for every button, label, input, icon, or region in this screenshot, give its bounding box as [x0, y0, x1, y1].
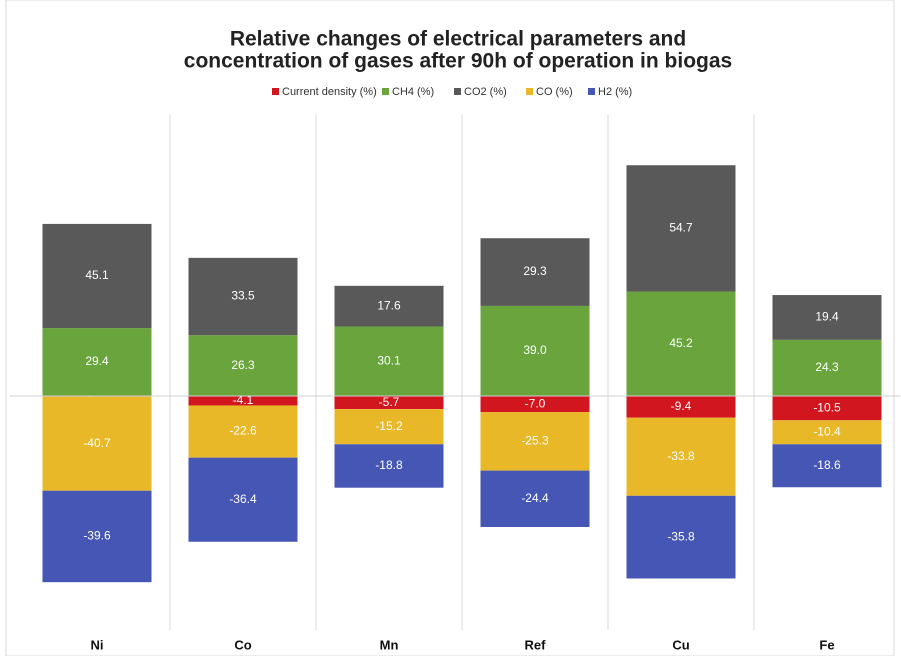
data-label: -25.3	[521, 434, 549, 448]
chart-title: Relative changes of electrical parameter…	[230, 28, 686, 51]
chart-frame	[5, 0, 895, 656]
bar-segment	[772, 396, 882, 421]
data-label: 30.1	[377, 353, 401, 367]
data-label: -36.4	[229, 492, 257, 506]
bar-segment	[188, 457, 298, 542]
bar-segment	[626, 495, 736, 579]
data-label: -10.5	[813, 400, 841, 414]
bar-segment	[188, 335, 298, 396]
bar-segment	[480, 470, 590, 527]
bar-segment	[334, 326, 444, 396]
legend-label: CO2 (%)	[464, 86, 507, 98]
x-tick-label: Co	[234, 637, 251, 652]
bar-segment	[188, 257, 298, 336]
data-label: -15.2	[375, 419, 403, 433]
legend-label: Current density (%)	[282, 86, 377, 98]
data-label: -40.7	[83, 436, 111, 450]
data-label: 26.3	[231, 358, 255, 372]
legend-label: CO (%)	[536, 86, 573, 98]
legend-swatch	[272, 88, 279, 95]
data-label: -24.4	[521, 491, 549, 505]
data-label: 29.4	[85, 354, 109, 368]
data-label: -9.4	[671, 399, 692, 413]
bar-segment	[42, 223, 152, 329]
legend-swatch	[382, 88, 389, 95]
x-tick-label: Mn	[380, 637, 399, 652]
data-label: -7.0	[525, 396, 546, 410]
bar-segment	[626, 291, 736, 396]
data-label: 39.0	[523, 343, 547, 357]
data-label: -18.6	[813, 458, 841, 472]
bar-segment	[626, 396, 736, 418]
x-tick-label: Cu	[672, 637, 689, 652]
bar-segment	[480, 238, 590, 306]
legend-label: H2 (%)	[598, 86, 632, 98]
bar-segment	[42, 490, 152, 583]
data-label: 45.1	[85, 268, 109, 282]
x-tick-label: Ref	[525, 637, 547, 652]
data-label: 45.2	[669, 336, 693, 350]
legend-swatch	[588, 88, 595, 95]
bar-segment	[626, 165, 736, 292]
legend-swatch	[454, 88, 461, 95]
bar-segment	[334, 285, 444, 327]
bar-segment	[480, 396, 590, 413]
bar-segment	[772, 339, 882, 396]
data-label: -22.6	[229, 424, 257, 438]
data-label: -5.7	[379, 395, 400, 409]
data-label: 33.5	[231, 289, 255, 303]
bar-segment	[188, 396, 298, 406]
bar-segment	[772, 420, 882, 445]
x-tick-label: Fe	[819, 637, 834, 652]
data-label: 19.4	[815, 310, 839, 324]
bar-segment	[334, 396, 444, 410]
data-label: -35.8	[667, 529, 695, 543]
data-label: -10.4	[813, 424, 841, 438]
bar-segment	[334, 409, 444, 445]
chart-title: concentration of gases after 90h of oper…	[184, 50, 732, 73]
data-label: 17.6	[377, 298, 401, 312]
data-label: 54.7	[669, 221, 693, 235]
legend-swatch	[526, 88, 533, 95]
data-label: -18.8	[375, 458, 403, 472]
bar-segment	[626, 417, 736, 496]
bar-segment	[772, 444, 882, 488]
bar-segment	[42, 396, 152, 491]
legend-label: CH4 (%)	[392, 86, 434, 98]
bar-segment	[334, 444, 444, 488]
bar-segment	[480, 305, 590, 396]
data-label: 29.3	[523, 264, 547, 278]
bar-segment	[772, 295, 882, 340]
bar-segment	[42, 328, 152, 396]
bar-segment	[188, 405, 298, 458]
bar-segment	[480, 412, 590, 471]
data-label: -39.6	[83, 529, 111, 543]
data-label: -33.8	[667, 449, 695, 463]
data-label: 24.3	[815, 360, 839, 374]
x-tick-label: Ni	[91, 637, 104, 652]
